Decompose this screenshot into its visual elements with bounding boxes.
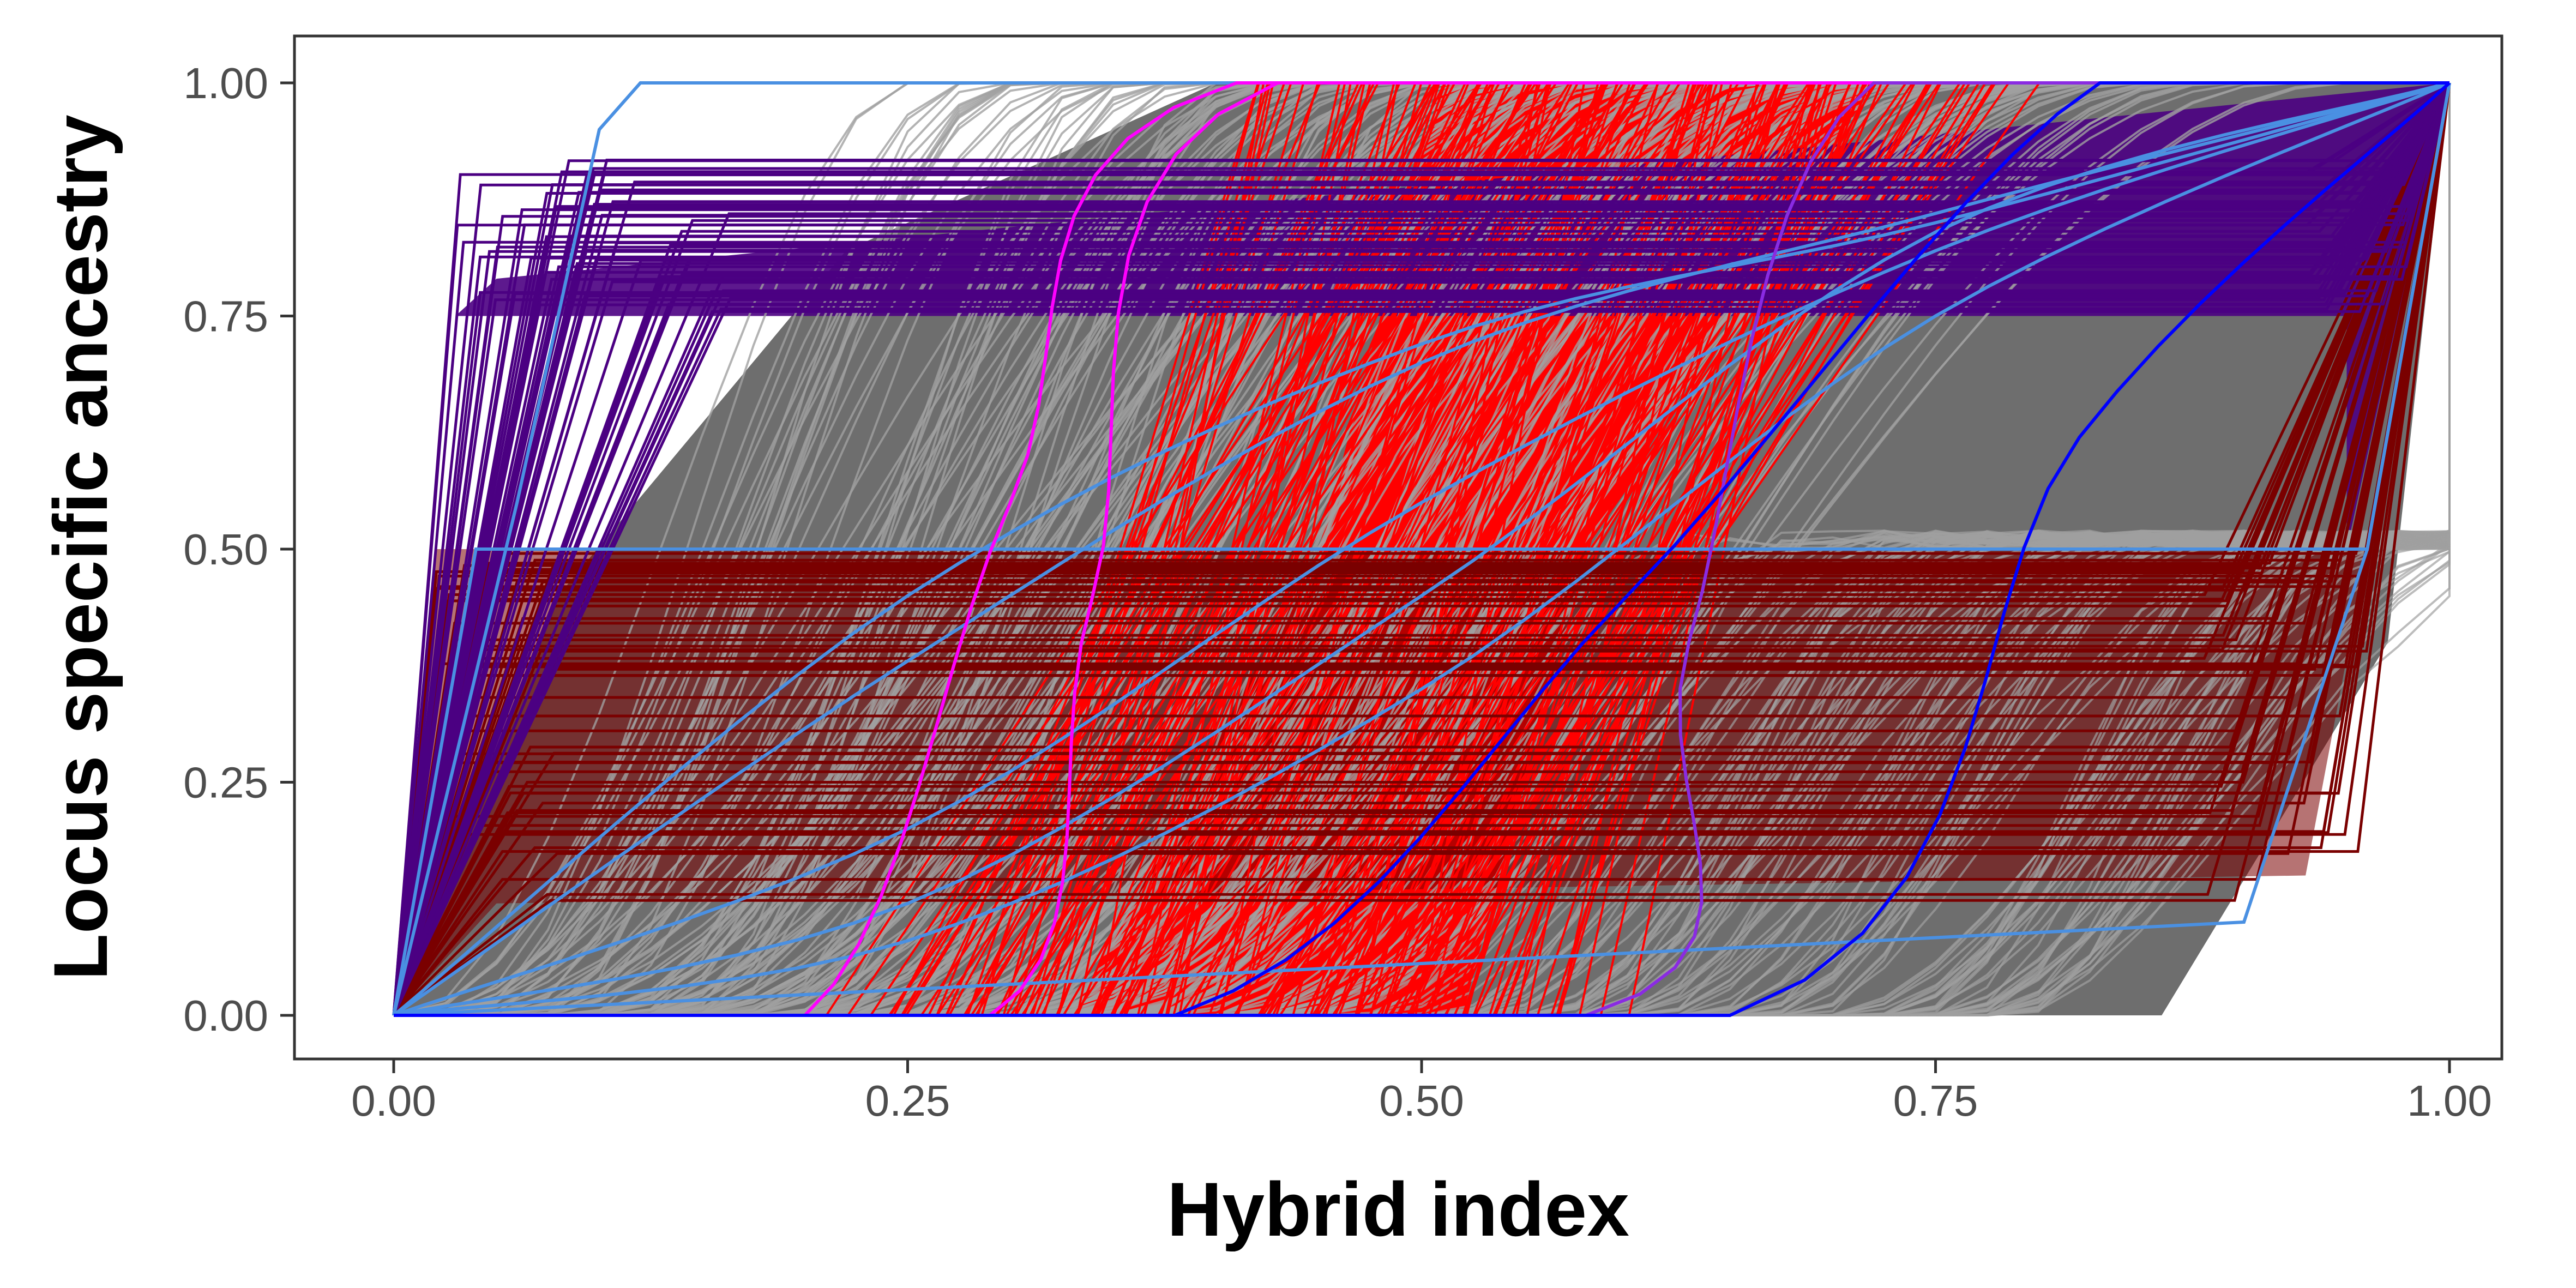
highlight-cline bbox=[393, 81, 2450, 1017]
excess-high-cline bbox=[392, 82, 2451, 1016]
x-tick-label: 0.50 bbox=[1379, 1076, 1464, 1125]
y-tick-label: 0.25 bbox=[183, 759, 268, 807]
excess-high-cline bbox=[392, 82, 2451, 1016]
excess-low-cline bbox=[393, 82, 2451, 1016]
excess-high-cline bbox=[392, 82, 2451, 1016]
excess-high-cline bbox=[392, 82, 2451, 1016]
excess-high-cline bbox=[392, 82, 2451, 1016]
excess-low-cline bbox=[392, 82, 2451, 1016]
excess-low-cline bbox=[393, 82, 2451, 1016]
y-tick-label: 0.50 bbox=[183, 525, 268, 574]
plot-panel-border bbox=[293, 34, 2503, 1061]
highlight-cline bbox=[393, 82, 2451, 1017]
highlight-cline bbox=[393, 81, 2450, 1017]
x-tick-label: 0.75 bbox=[1893, 1076, 1978, 1125]
excess-high-cline bbox=[392, 82, 2451, 1016]
y-axis-title: Locus specific ancestry bbox=[38, 115, 123, 980]
y-tick-label: 0.00 bbox=[183, 991, 268, 1040]
highlight-cline bbox=[394, 81, 2451, 1017]
excess-high-cline bbox=[392, 82, 2451, 1016]
excess-high-cline bbox=[392, 82, 2451, 1016]
excess-high-cline bbox=[392, 82, 2451, 1016]
highlight-lines-layer bbox=[392, 81, 2451, 1017]
excess-low-cline bbox=[392, 82, 2451, 1016]
excess-low-cline bbox=[392, 82, 2451, 1016]
x-tick-label: 0.00 bbox=[351, 1076, 436, 1125]
excess-low-cline bbox=[392, 82, 2451, 1016]
x-axis-title: Hybrid index bbox=[1167, 1166, 1629, 1252]
x-tick-label: 1.00 bbox=[2407, 1076, 2492, 1125]
x-axis: 0.00 0.25 0.50 0.75 1.00 bbox=[351, 1060, 2492, 1125]
excess-high-cline bbox=[392, 82, 2451, 1016]
excess-high-cline bbox=[392, 82, 2451, 1016]
y-tick-label: 1.00 bbox=[183, 59, 268, 107]
y-tick-label: 0.75 bbox=[183, 292, 268, 341]
highlight-cline bbox=[393, 81, 2450, 1017]
highlight-cline bbox=[393, 81, 2451, 1017]
excess-high-cline bbox=[392, 82, 2451, 1016]
excess-high-cline bbox=[392, 82, 2451, 1016]
y-axis: 0.00 0.25 0.50 0.75 1.00 bbox=[183, 59, 293, 1040]
x-tick-label: 0.25 bbox=[865, 1076, 950, 1125]
highlight-cline bbox=[393, 81, 2450, 1017]
